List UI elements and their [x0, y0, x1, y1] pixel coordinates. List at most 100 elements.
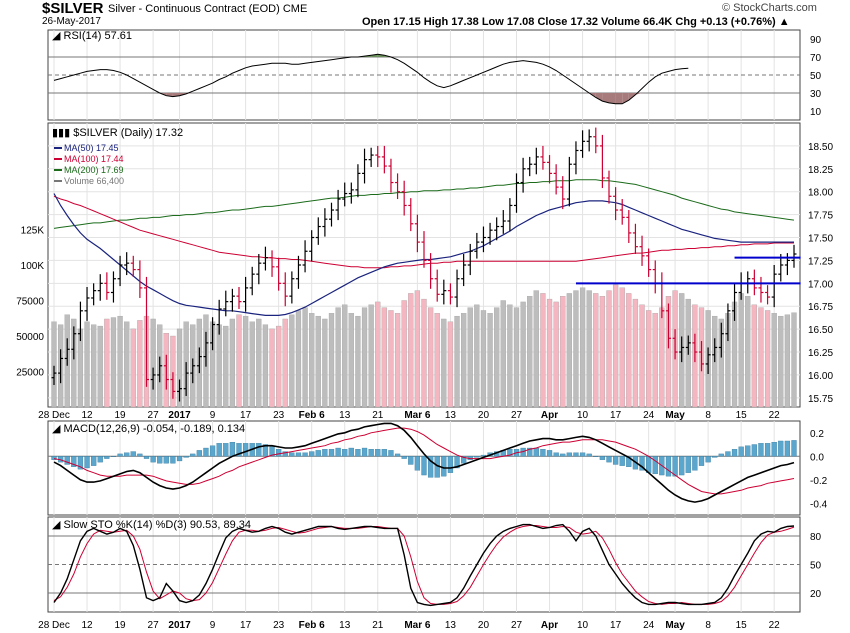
- x-axis-label: 10: [577, 410, 589, 421]
- volume-bar: [764, 310, 771, 408]
- volume-bar: [579, 287, 586, 408]
- macd-histogram-bar: [427, 456, 434, 478]
- ohlc-bar: [507, 198, 513, 232]
- price-tick-label: 16.75: [808, 302, 833, 313]
- macd-histogram-bar: [758, 443, 764, 457]
- volume-bar: [91, 324, 97, 408]
- x-axis-label-bottom: 13: [445, 620, 457, 631]
- ohlc-bar: [276, 257, 282, 291]
- volume-tick-label: 100K: [21, 261, 45, 272]
- macd-histogram-bar: [705, 456, 711, 463]
- macd-histogram-bar: [97, 456, 103, 463]
- ohlc-bar: [51, 365, 57, 386]
- volume-bar: [632, 298, 639, 408]
- chart-description: Silver - Continuous Contract (EOD) CME: [108, 3, 308, 15]
- x-axis-label-bottom: 17: [240, 620, 252, 631]
- macd-histogram-bar: [599, 456, 606, 460]
- macd-histogram-bar: [394, 453, 401, 457]
- macd-histogram-bar: [692, 456, 698, 471]
- macd-histogram-bar: [157, 456, 163, 464]
- macd-histogram-bar: [784, 440, 791, 457]
- price-legend-item: MA(50) 17.45: [64, 143, 119, 153]
- macd-histogram-bar: [315, 450, 321, 457]
- volume-tick-label: 75000: [16, 297, 44, 308]
- ohlc-bar: [441, 279, 447, 305]
- volume-bar: [124, 321, 130, 408]
- volume-bar: [348, 313, 354, 408]
- price-tick-label: 16.50: [808, 325, 833, 336]
- macd-tick-label: 0.0: [810, 452, 824, 463]
- rsi-tick-label: 50: [810, 71, 822, 82]
- volume-bar: [533, 290, 539, 408]
- sto-legend: ◢ Slow STO %K(14) %D(3) 90.53, 89.34: [52, 519, 251, 531]
- macd-histogram-bar: [302, 452, 308, 457]
- macd-histogram-bar: [685, 456, 691, 473]
- volume-bar: [249, 321, 255, 408]
- ohlc-bar: [514, 173, 519, 213]
- ohlc-bar: [97, 274, 103, 301]
- volume-bar: [474, 304, 480, 408]
- volume-bar: [256, 318, 262, 408]
- volume-bar: [388, 310, 394, 408]
- ohlc-bar: [500, 210, 506, 234]
- volume-bar: [51, 321, 57, 408]
- volume-bar: [421, 298, 427, 408]
- macd-histogram-bar: [190, 453, 196, 457]
- volume-bar: [606, 290, 612, 408]
- x-axis-label-bottom: 27: [511, 620, 523, 631]
- macd-histogram-bar: [223, 443, 229, 457]
- ohlc-bar: [520, 157, 526, 193]
- macd-histogram-bar: [725, 451, 731, 457]
- volume-bar: [328, 313, 335, 408]
- x-axis-label: 17: [240, 410, 252, 421]
- volume-bar: [335, 307, 341, 408]
- volume-bar: [236, 314, 242, 408]
- ohlc-bar: [560, 176, 566, 210]
- macd-histogram-bar: [626, 456, 632, 467]
- volume-bar: [646, 310, 652, 408]
- macd-histogram-bar: [348, 447, 354, 457]
- volume-bar: [652, 313, 658, 408]
- ohlc-bar: [685, 335, 691, 355]
- volume-bar: [487, 313, 493, 408]
- ohlc-bar: [335, 189, 341, 221]
- ohlc-bar: [342, 182, 348, 207]
- macd-histogram-bar: [229, 441, 236, 457]
- volume-bar: [540, 293, 546, 408]
- ohlc-bar: [771, 265, 777, 308]
- ma200-line: [53, 179, 795, 229]
- price-tick-label: 15.75: [808, 394, 833, 405]
- macd-histogram-bar: [566, 452, 572, 457]
- rsi-tick-label: 10: [810, 107, 822, 118]
- price-title: ▮▮▮ $SILVER (Daily) 17.32: [52, 127, 183, 139]
- ohlc-bar: [765, 285, 771, 305]
- macd-tick-label: 0.2: [810, 429, 824, 440]
- ohlc-bar: [216, 299, 222, 335]
- macd-histogram-bar: [652, 456, 658, 475]
- x-axis-label-bottom: 2017: [168, 620, 191, 631]
- volume-bar: [461, 313, 467, 408]
- macd-histogram-bar: [698, 456, 705, 466]
- macd-histogram-bar: [91, 456, 97, 466]
- macd-histogram-bar: [731, 449, 738, 457]
- volume-bar: [566, 293, 572, 408]
- x-axis-label: 2017: [168, 410, 191, 421]
- ohlc-bar: [791, 244, 797, 268]
- macd-histogram-bar: [216, 443, 222, 457]
- price-tick-label: 18.00: [808, 188, 833, 199]
- volume-bar: [381, 307, 387, 408]
- macd-histogram-bar: [593, 456, 599, 457]
- ohlc-bar: [163, 354, 169, 390]
- ohlc-bar: [533, 147, 539, 175]
- macd-histogram-bar: [196, 450, 202, 457]
- macd-histogram-bar: [672, 456, 678, 477]
- macd-histogram-bar: [84, 456, 90, 469]
- macd-histogram-bar: [209, 445, 216, 457]
- macd-histogram-bar: [573, 452, 579, 457]
- macd-histogram-bar: [745, 445, 751, 457]
- volume-bar: [586, 290, 592, 408]
- ohlc-bar: [395, 173, 401, 200]
- x-axis-label: 13: [445, 410, 457, 421]
- ohlc-bar: [262, 246, 268, 271]
- macd-histogram-bar: [64, 456, 70, 465]
